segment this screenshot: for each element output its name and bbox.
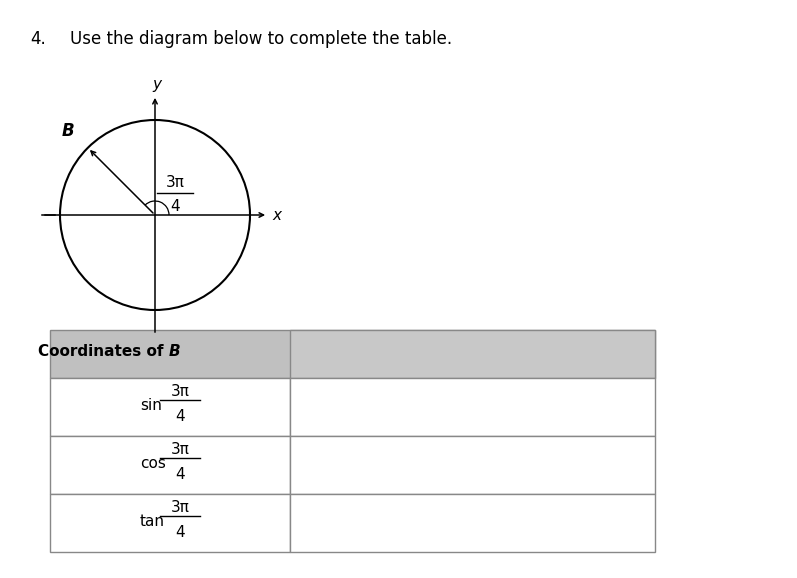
Text: cos: cos xyxy=(140,455,166,470)
Text: tan: tan xyxy=(140,513,165,528)
Text: 4.: 4. xyxy=(30,30,45,48)
Bar xyxy=(50,330,655,378)
Text: 3π: 3π xyxy=(171,442,190,457)
Text: sin: sin xyxy=(140,398,162,413)
Bar xyxy=(290,378,655,436)
Text: 3π: 3π xyxy=(171,383,190,398)
Text: x: x xyxy=(272,208,281,223)
Bar xyxy=(50,378,290,436)
Bar xyxy=(50,494,290,552)
Text: 4: 4 xyxy=(175,467,185,482)
Bar xyxy=(50,436,290,494)
Text: 3π: 3π xyxy=(171,499,190,514)
Bar xyxy=(290,494,655,552)
Text: B: B xyxy=(169,344,181,360)
Text: Use the diagram below to complete the table.: Use the diagram below to complete the ta… xyxy=(70,30,452,48)
Text: 4: 4 xyxy=(171,199,180,214)
Text: B: B xyxy=(61,122,74,140)
Text: 3π: 3π xyxy=(166,175,184,190)
Text: 4: 4 xyxy=(175,525,185,540)
Bar xyxy=(290,436,655,494)
Bar xyxy=(290,330,655,378)
Text: y: y xyxy=(152,77,162,92)
Text: 4: 4 xyxy=(175,409,185,424)
Text: Coordinates of: Coordinates of xyxy=(38,344,169,360)
